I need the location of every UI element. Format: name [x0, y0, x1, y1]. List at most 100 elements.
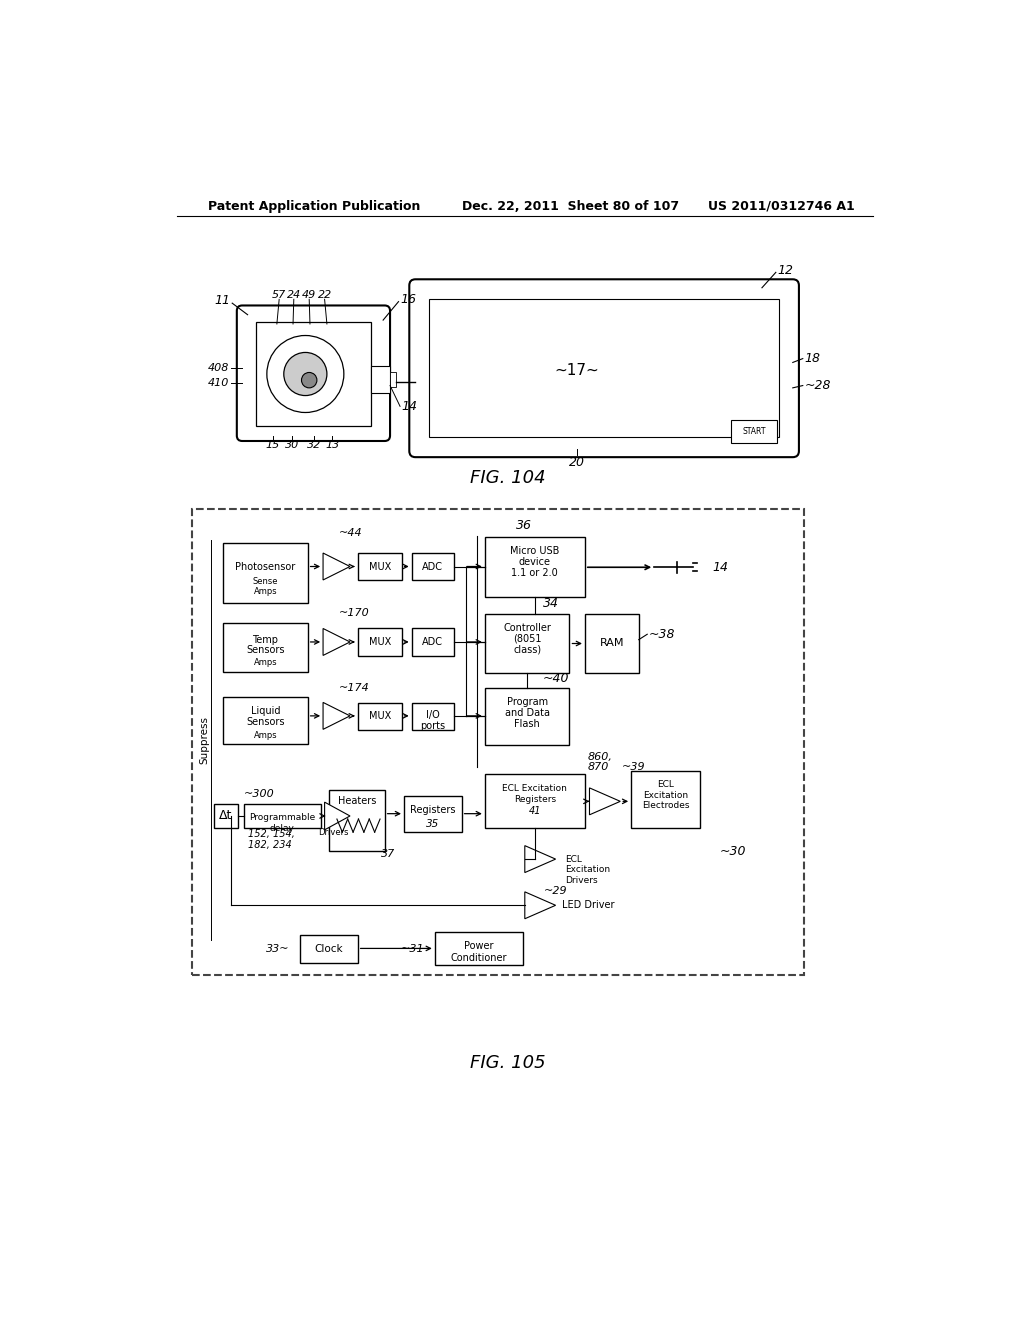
Bar [223, 623, 307, 672]
Bar [403, 796, 462, 832]
Text: 35: 35 [426, 818, 439, 829]
Text: ~300: ~300 [244, 788, 274, 799]
Text: ADC: ADC [422, 638, 443, 647]
Text: ECL: ECL [565, 854, 583, 863]
Text: 182, 234: 182, 234 [248, 841, 292, 850]
Text: device: device [519, 557, 551, 566]
Polygon shape [325, 803, 350, 830]
FancyBboxPatch shape [410, 280, 799, 457]
Text: Drivers: Drivers [565, 876, 598, 886]
Text: 408: 408 [208, 363, 229, 372]
Bar [484, 775, 585, 829]
Text: Controller: Controller [503, 623, 551, 634]
Text: delay: delay [269, 824, 295, 833]
Polygon shape [524, 846, 556, 873]
Text: ~38: ~38 [649, 628, 675, 640]
Text: ECL: ECL [657, 780, 674, 789]
Bar [256, 322, 371, 426]
Text: Δt: Δt [219, 809, 232, 822]
Bar [585, 614, 639, 673]
Text: 34: 34 [543, 597, 558, 610]
Text: Sensors: Sensors [246, 717, 285, 727]
Text: MUX: MUX [369, 638, 391, 647]
Text: (8051: (8051 [513, 634, 542, 644]
Text: Micro USB: Micro USB [510, 546, 559, 556]
Text: 16: 16 [400, 293, 416, 306]
Text: Program: Program [507, 697, 548, 708]
Polygon shape [590, 788, 621, 814]
Text: class): class) [513, 644, 541, 655]
Text: 870: 870 [587, 762, 608, 772]
Text: Registers: Registers [410, 805, 456, 814]
Text: MUX: MUX [369, 711, 391, 721]
Text: 49: 49 [302, 290, 316, 301]
Text: Sensors: Sensors [246, 644, 285, 655]
Text: Amps: Amps [254, 586, 278, 595]
Text: 32: 32 [307, 440, 321, 450]
Text: 14: 14 [401, 400, 418, 413]
Text: LED Driver: LED Driver [562, 900, 614, 911]
Bar [484, 688, 569, 744]
Text: 410: 410 [208, 379, 229, 388]
Text: Clock: Clock [314, 944, 343, 954]
Polygon shape [323, 702, 350, 730]
Circle shape [301, 372, 316, 388]
Bar [371, 366, 390, 393]
Text: Photosensor: Photosensor [236, 561, 296, 572]
Bar [484, 537, 585, 598]
Text: 41: 41 [528, 807, 541, 816]
Bar [357, 702, 401, 730]
Text: Temp: Temp [252, 635, 279, 644]
Text: 57: 57 [272, 290, 287, 301]
Bar [330, 789, 385, 851]
Text: Registers: Registers [514, 795, 556, 804]
Text: 14: 14 [712, 561, 728, 574]
Text: Suppress: Suppress [200, 715, 210, 764]
Text: Heaters: Heaters [338, 796, 376, 807]
Text: 36: 36 [515, 519, 531, 532]
Text: 15: 15 [266, 440, 281, 450]
Text: Dec. 22, 2011  Sheet 80 of 107: Dec. 22, 2011 Sheet 80 of 107 [462, 199, 679, 213]
Polygon shape [323, 628, 350, 656]
Text: RAM: RAM [600, 639, 624, 648]
Polygon shape [323, 553, 350, 579]
Bar [223, 697, 307, 743]
Text: Flash: Flash [514, 718, 540, 729]
Text: START: START [742, 428, 766, 436]
Text: Amps: Amps [254, 659, 278, 667]
Text: ~44: ~44 [339, 528, 362, 539]
Text: 33~: 33~ [266, 944, 290, 954]
Polygon shape [524, 892, 556, 919]
Text: 152, 154,: 152, 154, [248, 829, 295, 840]
Text: US 2011/0312746 A1: US 2011/0312746 A1 [708, 199, 855, 213]
Bar [484, 614, 569, 673]
Text: 22: 22 [317, 290, 332, 301]
Bar [357, 553, 401, 581]
Text: 13: 13 [326, 440, 339, 450]
Text: ~17~: ~17~ [555, 363, 599, 378]
Text: Excitation: Excitation [643, 791, 688, 800]
Text: 860,: 860, [587, 751, 612, 762]
Text: FIG. 104: FIG. 104 [470, 469, 546, 487]
Text: Excitation: Excitation [565, 866, 610, 874]
Bar [223, 544, 307, 603]
Text: ADC: ADC [422, 561, 443, 572]
Text: Electrodes: Electrodes [642, 801, 689, 810]
Text: ~28: ~28 [804, 379, 830, 392]
Text: ~170: ~170 [339, 607, 370, 618]
Bar [357, 628, 401, 656]
Bar [214, 804, 239, 829]
Text: Liquid: Liquid [251, 706, 280, 717]
Text: Amps: Amps [254, 731, 278, 741]
Text: 18: 18 [804, 352, 820, 366]
Text: ECL Excitation: ECL Excitation [503, 784, 567, 793]
Text: 1.1 or 2.0: 1.1 or 2.0 [511, 568, 558, 578]
Bar [244, 804, 321, 829]
Text: Programmable: Programmable [249, 813, 315, 822]
Text: 12: 12 [777, 264, 794, 277]
Text: and Data: and Data [505, 708, 550, 718]
Text: FIG. 105: FIG. 105 [470, 1055, 546, 1072]
Bar [435, 932, 523, 965]
Text: Drivers: Drivers [317, 828, 348, 837]
FancyBboxPatch shape [237, 305, 390, 441]
